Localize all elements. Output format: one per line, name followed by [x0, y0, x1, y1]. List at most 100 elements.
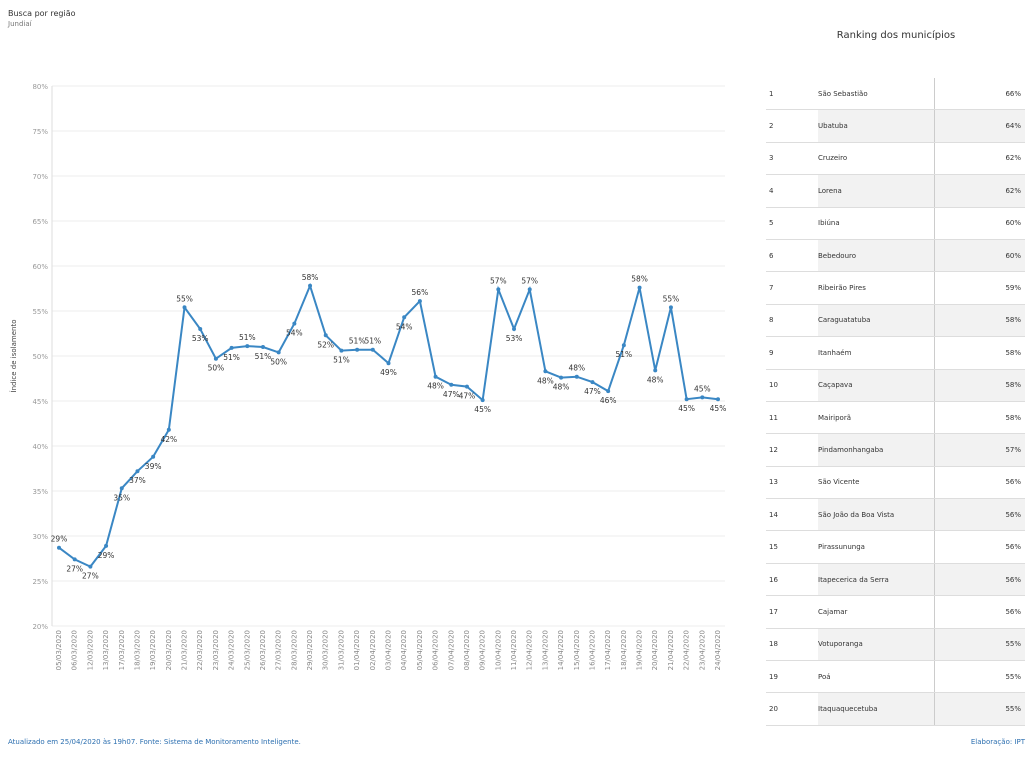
x-tick-label: 25/03/2020 [243, 630, 251, 670]
y-tick-label: 50% [32, 353, 48, 361]
ranking-row: 18 Votuporanga 55% [766, 628, 1025, 662]
data-label: 55% [663, 294, 680, 303]
index: 56% [934, 499, 1025, 531]
data-label: 55% [176, 294, 193, 303]
data-point [543, 369, 548, 374]
data-label: 51% [364, 337, 381, 346]
y-axis-label: Índice de isolamento [9, 320, 18, 393]
data-label: 42% [160, 435, 177, 444]
x-tick-label: 14/04/2020 [557, 630, 565, 670]
x-tick-label: 09/04/2020 [479, 630, 487, 670]
ranking-row: 9 Itanhaém 58% [766, 337, 1025, 370]
data-point [574, 374, 579, 379]
rank: 13 [769, 478, 778, 487]
x-tick-label: 26/03/2020 [259, 630, 267, 670]
data-label: 45% [694, 384, 711, 393]
ranking-row: 16 Itapecerica da Serra 56% [766, 563, 1025, 597]
index: 64% [934, 110, 1025, 142]
data-point [559, 375, 564, 380]
municipality: São João da Boa Vista [818, 499, 934, 531]
ranking-row: 5 Ibiúna 60% [766, 207, 1025, 240]
municipality: Pindamonhangaba [818, 434, 934, 466]
x-tick-label: 13/03/2020 [102, 630, 110, 670]
y-tick-label: 70% [32, 173, 48, 181]
index: 56% [934, 596, 1025, 628]
data-point [166, 427, 171, 432]
data-point [323, 333, 328, 338]
data-point [104, 543, 109, 548]
data-label: 50% [270, 357, 287, 366]
data-label: 50% [208, 364, 225, 373]
y-tick-label: 40% [32, 443, 48, 451]
rank: 1 [769, 89, 774, 98]
x-tick-label: 24/04/2020 [714, 630, 722, 670]
x-tick-label: 21/03/2020 [181, 630, 189, 670]
municipality: Ibiúna [818, 219, 840, 228]
data-point [512, 327, 517, 331]
municipality: Ubatuba [818, 110, 934, 142]
data-point [213, 356, 218, 361]
x-tick-label: 24/03/2020 [228, 630, 236, 670]
data-label: 48% [568, 364, 585, 373]
x-tick-label: 18/04/2020 [620, 630, 628, 670]
ranking-row: 7 Ribeirão Pires 59% [766, 272, 1025, 305]
data-label: 29% [98, 551, 115, 560]
index: 56% [934, 531, 1025, 563]
index: 60% [934, 207, 1025, 239]
data-label: 45% [678, 404, 695, 413]
ranking-table: 1 São Sebastião 66% 2 Ubatuba 64% 3 Cruzeiro 62%… [766, 78, 1025, 726]
y-tick-label: 55% [32, 308, 48, 316]
chart: Índice de isolamento 20% 25% 30% 35% 40% 45% 5… [9, 83, 727, 670]
data-label: 27% [66, 564, 83, 573]
rank: 5 [769, 219, 774, 228]
index: 56% [934, 563, 1025, 596]
x-tick-label: 17/03/2020 [118, 630, 126, 670]
data-point [433, 374, 438, 379]
data-point [182, 305, 187, 310]
rank: 17 [769, 607, 778, 616]
data-label: 29% [51, 535, 68, 544]
municipality: Itanhaém [818, 348, 852, 357]
x-tick-label: 04/04/2020 [400, 630, 408, 670]
rank: 8 [769, 316, 774, 325]
data-point [621, 343, 626, 348]
index: 60% [934, 239, 1025, 272]
data-label: 45% [710, 404, 727, 413]
data-label: 51% [223, 353, 240, 362]
data-point [151, 454, 156, 459]
y-tick-label: 35% [32, 488, 48, 496]
municipality: São Vicente [818, 478, 860, 487]
y-tick-label: 65% [32, 218, 48, 226]
data-point [590, 380, 595, 385]
x-tick-label: 06/03/2020 [71, 630, 79, 670]
x-tick-label: 28/03/2020 [290, 630, 298, 670]
x-tick-label: 31/03/2020 [337, 630, 345, 670]
x-tick-label: 15/04/2020 [573, 630, 581, 670]
x-tick-label: 10/04/2020 [494, 630, 502, 670]
ranking-row: 11 Mairiporã 58% [766, 401, 1025, 435]
data-label: 37% [129, 476, 146, 485]
rank: 15 [769, 543, 778, 552]
municipality: Itapecerica da Serra [818, 563, 934, 596]
rank: 6 [769, 251, 774, 260]
data-label: 47% [459, 392, 476, 401]
rank: 18 [769, 640, 778, 649]
x-tick-label: 12/03/2020 [86, 630, 94, 670]
y-tick-label: 30% [32, 533, 48, 541]
x-tick-label: 27/03/2020 [275, 630, 283, 670]
ranking-row: 4 Lorena 62% [766, 175, 1025, 208]
rank: 20 [769, 705, 778, 714]
index: 55% [934, 628, 1025, 661]
ranking-row: 8 Caraguatatuba 58% [766, 304, 1025, 338]
data-point [229, 345, 234, 350]
data-label: 51% [616, 350, 633, 359]
data-label: 48% [537, 376, 554, 385]
data-label: 49% [380, 368, 397, 377]
x-tick-label: 21/04/2020 [667, 630, 675, 670]
data-label: 35% [113, 493, 130, 502]
data-label: 48% [427, 382, 444, 391]
y-tick-label: 45% [32, 398, 48, 406]
x-tick-label: 11/04/2020 [510, 630, 518, 670]
data-point [88, 564, 93, 569]
index: 58% [934, 337, 1025, 369]
